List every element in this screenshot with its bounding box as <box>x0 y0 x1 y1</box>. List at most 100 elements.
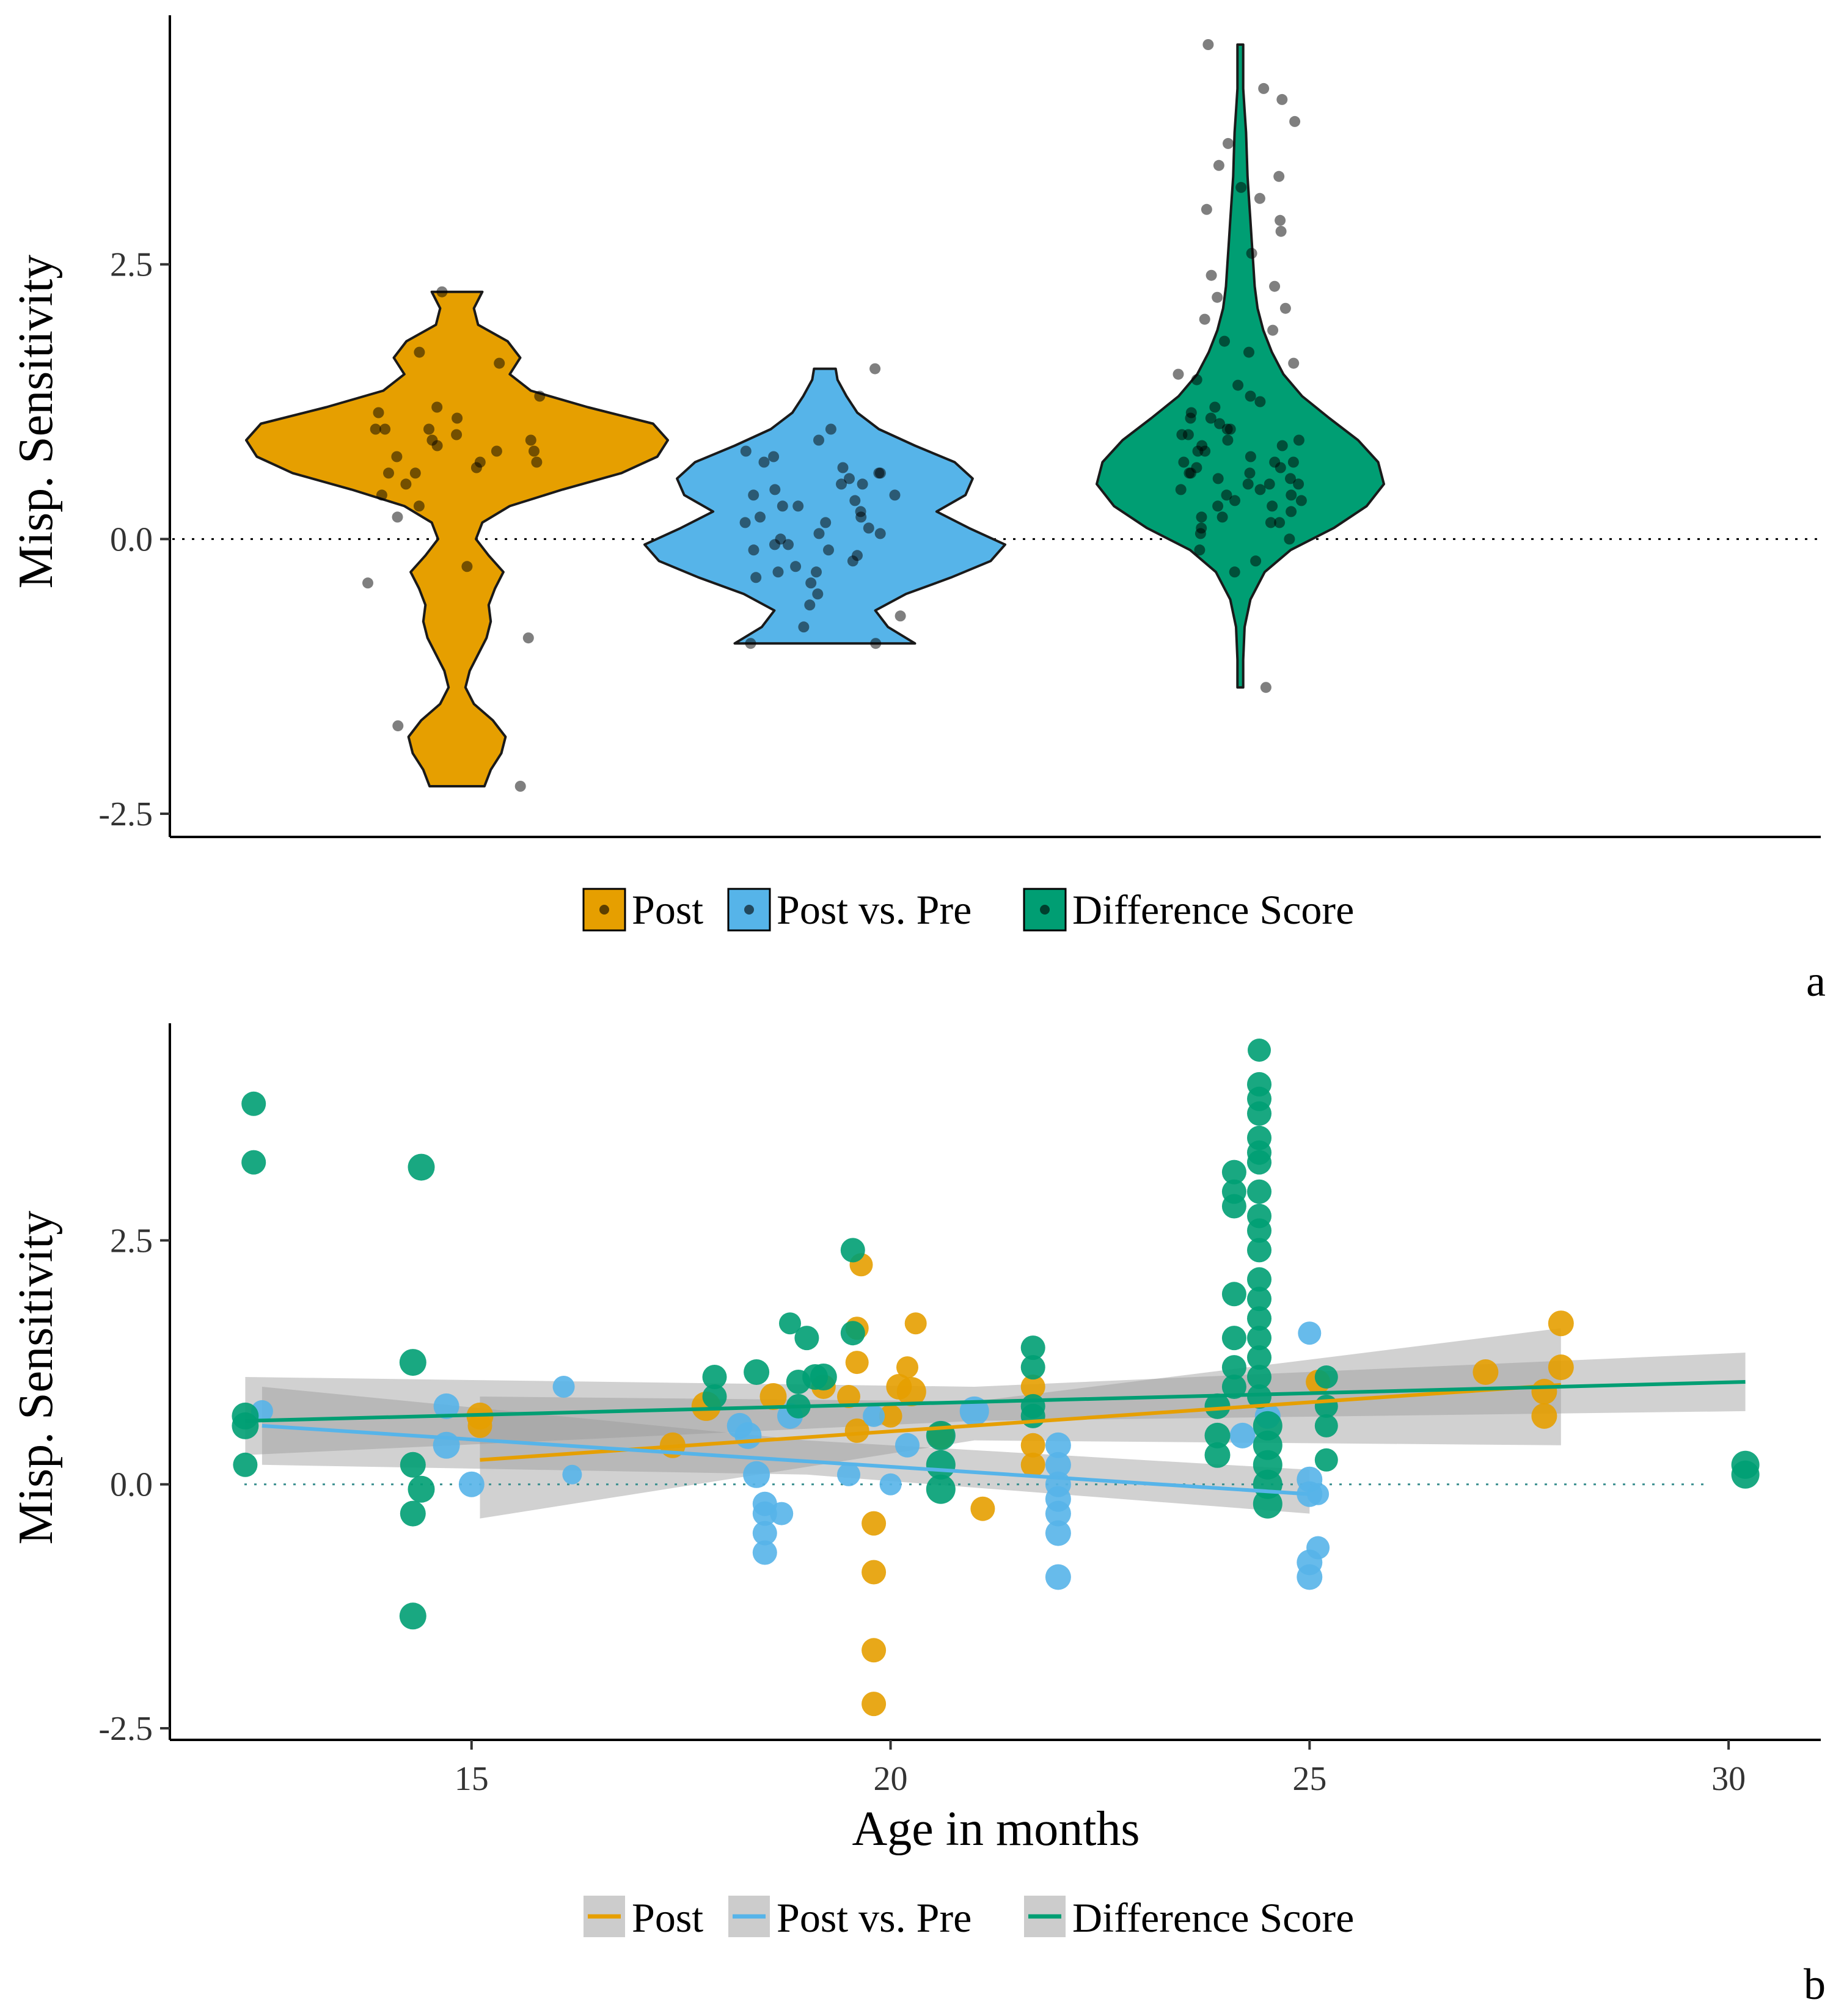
panel-a-y-tick-label: 0.0 <box>110 520 153 558</box>
legend-a-swatch-difference-score-dot <box>1040 905 1050 915</box>
point-difference-score <box>926 1420 956 1450</box>
point-difference-score <box>1247 1306 1271 1331</box>
legend-a-swatch-post-dot <box>599 905 609 915</box>
point-post-vs-pre <box>855 511 867 523</box>
fit-line-difference-score <box>245 1380 1746 1423</box>
point-difference-score <box>1269 280 1281 292</box>
point-difference-score <box>1221 1326 1246 1351</box>
point-post <box>423 423 434 435</box>
point-post-vs-pre <box>769 539 780 550</box>
legend-a-item-difference-score: Difference Score <box>1023 886 1354 933</box>
point-post-vs-pre <box>1306 1536 1330 1560</box>
point-difference-score <box>1247 1384 1271 1409</box>
panel-b-fit-lines <box>245 1380 1746 1496</box>
point-difference-score <box>399 1349 426 1376</box>
point-difference-score <box>1247 1287 1271 1312</box>
point-difference-score <box>1178 456 1190 468</box>
point-difference-score <box>1242 478 1254 490</box>
point-difference-score <box>1202 39 1214 50</box>
point-post <box>379 423 391 435</box>
point-difference-score <box>1287 456 1299 468</box>
point-difference-score <box>1196 440 1208 451</box>
point-difference-score <box>232 1402 259 1430</box>
point-difference-score <box>1264 478 1275 490</box>
point-difference-score <box>1221 1160 1246 1185</box>
point-post-vs-pre <box>852 550 863 561</box>
point-post-vs-pre <box>1045 1452 1071 1478</box>
point-post <box>452 412 463 424</box>
point-post-vs-pre <box>562 1464 582 1485</box>
point-post-vs-pre <box>1229 1422 1256 1448</box>
point-difference-score <box>1204 1422 1231 1448</box>
point-post-vs-pre <box>844 473 855 484</box>
point-post-vs-pre <box>1298 1321 1322 1345</box>
point-post <box>413 500 425 512</box>
point-post <box>491 445 502 457</box>
point-post <box>525 434 536 446</box>
point-post <box>431 401 443 413</box>
point-post <box>373 407 384 418</box>
panel-a-y-tick-label: 2.5 <box>110 246 153 284</box>
point-difference-score <box>744 1359 770 1385</box>
point-post <box>370 423 381 435</box>
panel-a-violins <box>245 43 1385 787</box>
point-difference-score <box>1314 1365 1338 1389</box>
point-difference-score <box>1185 407 1197 418</box>
point-post <box>1531 1379 1557 1404</box>
point-post-vs-pre <box>748 489 759 501</box>
point-post-vs-pre <box>1297 1564 1323 1590</box>
point-post-vs-pre <box>812 588 824 600</box>
point-difference-score <box>1273 170 1285 182</box>
point-post <box>414 346 425 358</box>
point-difference-score <box>1175 484 1187 495</box>
point-post-vs-pre <box>752 1521 777 1546</box>
point-difference-score <box>399 1602 426 1630</box>
point-difference-score <box>840 1321 865 1346</box>
point-difference-score <box>400 1500 426 1527</box>
point-difference-score <box>1247 1218 1271 1243</box>
point-post-vs-pre <box>863 522 874 534</box>
point-difference-score <box>1020 1335 1045 1360</box>
point-difference-score <box>1212 473 1224 484</box>
panel-b-x-ticks: 15 20 25 30 <box>455 1740 1746 1798</box>
point-difference-score <box>1250 555 1262 567</box>
point-difference-score <box>1285 473 1296 484</box>
point-post-vs-pre <box>792 500 804 512</box>
point-post <box>759 1383 787 1410</box>
point-difference-score <box>1209 401 1221 413</box>
point-post-vs-pre <box>739 517 751 528</box>
point-difference-score <box>1284 533 1295 545</box>
legend-a-label-difference-score: Difference Score <box>1072 886 1354 933</box>
point-post <box>362 577 373 589</box>
point-post-vs-pre <box>783 539 794 550</box>
point-difference-score <box>1222 434 1234 446</box>
point-difference-score <box>1279 302 1291 314</box>
point-difference-score <box>1286 489 1297 501</box>
point-difference-score <box>1221 1194 1246 1219</box>
point-post <box>534 390 546 402</box>
legend-a-item-post: Post <box>582 886 703 933</box>
point-post-vs-pre <box>863 1404 885 1427</box>
point-post-vs-pre <box>849 495 861 506</box>
point-post <box>531 456 543 468</box>
point-post-vs-pre <box>874 528 886 539</box>
panel-b-x-tick-label: 20 <box>874 1760 908 1798</box>
point-post-vs-pre <box>813 528 825 539</box>
point-post-vs-pre <box>748 544 759 556</box>
panel-b-y-tick-label: -2.5 <box>98 1710 153 1748</box>
point-difference-score <box>1199 313 1210 325</box>
point-difference-score <box>779 1312 801 1335</box>
point-post <box>470 462 482 473</box>
point-post <box>376 489 387 501</box>
point-post <box>409 467 421 479</box>
point-post-vs-pre <box>752 1540 777 1565</box>
point-difference-score <box>1247 1326 1271 1351</box>
panel-b-y-tick-label: 2.5 <box>110 1222 153 1260</box>
point-post <box>844 1418 869 1443</box>
point-post-vs-pre <box>777 500 788 512</box>
violin-post <box>245 290 669 787</box>
point-post <box>1020 1452 1045 1477</box>
point-difference-score <box>1217 511 1228 523</box>
point-post <box>1020 1433 1045 1458</box>
point-post-vs-pre <box>895 610 906 622</box>
